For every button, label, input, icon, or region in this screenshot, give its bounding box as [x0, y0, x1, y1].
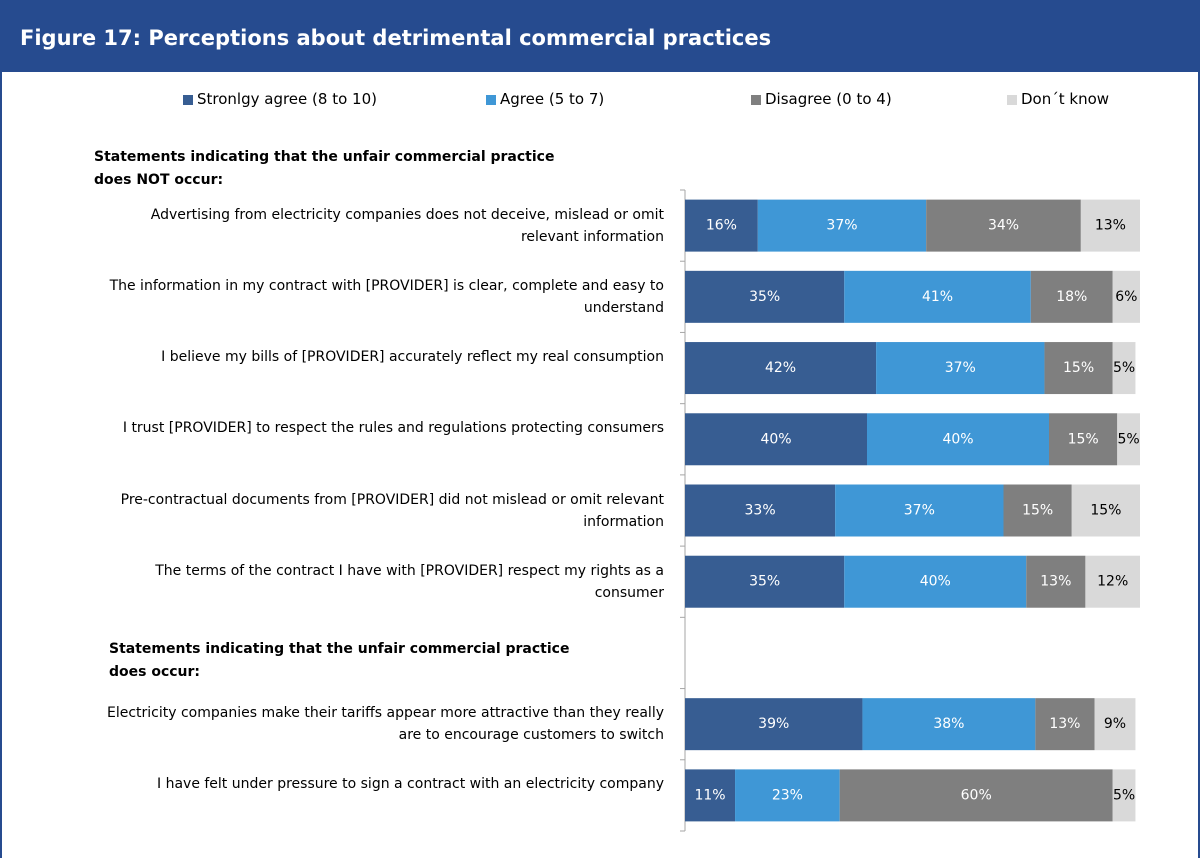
bar-segment: [1112, 270, 1140, 323]
legend-swatch: [1007, 95, 1017, 105]
bar-segment: [685, 484, 836, 537]
bar-segment: [835, 484, 1004, 537]
bar-segment: [1080, 199, 1140, 252]
category-label: I believe my bills of [PROVIDER] accurat…: [161, 349, 664, 366]
bar-segment: [1044, 342, 1113, 395]
data-label: 5%: [1113, 787, 1135, 803]
bar-segment: [1094, 698, 1136, 751]
data-label: 33%: [745, 503, 776, 519]
category-label: The information in my contract with [PRO…: [109, 277, 664, 316]
bar-segment: [1071, 484, 1140, 537]
legend-swatch: [486, 95, 496, 105]
legend-label: Disagree (0 to 4): [765, 90, 892, 108]
legend-label: Don´t know: [1021, 90, 1110, 108]
bar-segment: [757, 199, 927, 252]
category-label: The terms of the contract I have with [P…: [155, 562, 664, 601]
group-label: Statements indicating that the unfair co…: [94, 149, 555, 188]
data-label: 35%: [749, 574, 780, 590]
data-label: 5%: [1113, 360, 1135, 376]
bar-segment: [1085, 555, 1140, 608]
bar-segment: [876, 342, 1045, 395]
bar-segment: [1003, 484, 1072, 537]
data-label: 11%: [694, 787, 725, 803]
bar-segment: [862, 698, 1036, 751]
legend-swatch: [183, 95, 193, 105]
data-label: 5%: [1118, 431, 1140, 447]
data-label: 15%: [1090, 503, 1121, 519]
bar-segment: [1035, 698, 1095, 751]
data-label: 15%: [1063, 360, 1094, 376]
data-label: 6%: [1115, 289, 1137, 305]
data-label: 38%: [933, 716, 964, 732]
data-label: 60%: [961, 787, 992, 803]
bar-segment: [1112, 342, 1136, 395]
data-label: 15%: [1068, 431, 1099, 447]
bar-segment: [839, 769, 1113, 822]
bar-segment: [1112, 769, 1136, 822]
data-label: 16%: [706, 218, 737, 234]
data-label: 35%: [749, 289, 780, 305]
bar-segment: [867, 413, 1049, 466]
data-label: 40%: [920, 574, 951, 590]
bar-segment: [685, 342, 877, 395]
bar-segment: [844, 270, 1031, 323]
data-label: 37%: [904, 503, 935, 519]
legend-label: Stronlgy agree (8 to 10): [197, 90, 377, 108]
data-label: 37%: [826, 218, 857, 234]
bar-segment: [685, 555, 845, 608]
data-label: 9%: [1104, 716, 1126, 732]
bar-segment: [685, 698, 863, 751]
legend-swatch: [751, 95, 761, 105]
bar-segment: [1049, 413, 1118, 466]
bar-segment: [926, 199, 1081, 252]
category-label: I have felt under pressure to sign a con…: [157, 776, 664, 793]
data-label: 34%: [988, 218, 1019, 234]
chart-title: Figure 17: Perceptions about detrimental…: [20, 26, 772, 50]
data-label: 42%: [765, 360, 796, 376]
data-label: 13%: [1095, 218, 1126, 234]
data-label: 40%: [760, 431, 791, 447]
bar-segment: [685, 413, 867, 466]
bar-segment: [685, 199, 758, 252]
category-label: Advertising from electricity companies d…: [150, 206, 664, 245]
category-label: I trust [PROVIDER] to respect the rules …: [122, 420, 664, 437]
data-label: 40%: [942, 431, 973, 447]
data-label: 37%: [945, 360, 976, 376]
legend-label: Agree (5 to 7): [500, 90, 605, 108]
group-label: Statements indicating that the unfair co…: [109, 641, 570, 680]
data-label: 13%: [1049, 716, 1080, 732]
category-label: Pre-contractual documents from [PROVIDER…: [120, 491, 664, 530]
data-label: 23%: [772, 787, 803, 803]
bar-segment: [1026, 555, 1086, 608]
data-label: 15%: [1022, 503, 1053, 519]
bar-segment: [1030, 270, 1113, 323]
data-label: 41%: [922, 289, 953, 305]
data-label: 39%: [758, 716, 789, 732]
data-label: 12%: [1097, 574, 1128, 590]
bar-segment: [844, 555, 1027, 608]
data-label: 13%: [1040, 574, 1071, 590]
header-band: Figure 17: Perceptions about detrimental…: [2, 0, 1198, 72]
bar-segment: [685, 270, 845, 323]
bar-segment: [1117, 413, 1140, 466]
category-label: Electricity companies make their tariffs…: [106, 705, 664, 744]
data-label: 18%: [1056, 289, 1087, 305]
bar-segment: [735, 769, 840, 822]
bar-segment: [685, 769, 736, 822]
